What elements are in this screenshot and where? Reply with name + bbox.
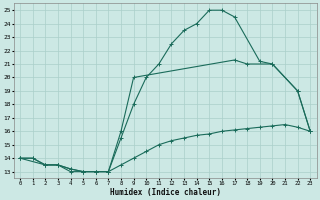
X-axis label: Humidex (Indice chaleur): Humidex (Indice chaleur) xyxy=(110,188,220,197)
